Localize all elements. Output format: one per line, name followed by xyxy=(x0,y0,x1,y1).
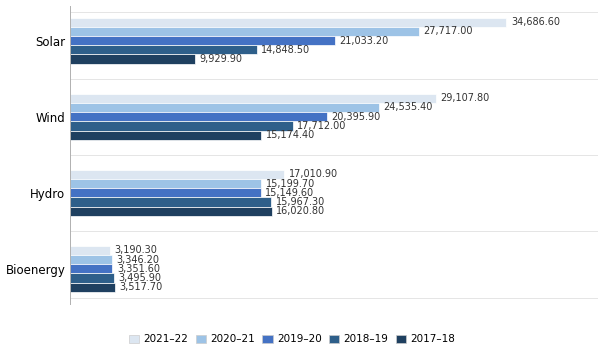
Bar xyxy=(70,36,335,45)
Bar xyxy=(70,131,261,140)
Text: 14,848.50: 14,848.50 xyxy=(262,45,310,55)
Text: 3,190.30: 3,190.30 xyxy=(115,245,158,256)
Text: 15,149.60: 15,149.60 xyxy=(265,188,314,198)
Text: 29,107.80: 29,107.80 xyxy=(441,93,490,103)
Bar xyxy=(70,112,327,121)
Bar xyxy=(70,283,115,292)
Legend: 2021–22, 2020–21, 2019–20, 2018–19, 2017–18: 2021–22, 2020–21, 2019–20, 2018–19, 2017… xyxy=(125,330,460,348)
Text: 15,174.40: 15,174.40 xyxy=(266,130,315,140)
Bar xyxy=(70,188,261,197)
Bar xyxy=(70,207,272,216)
Text: 9,929.90: 9,929.90 xyxy=(199,54,243,64)
Bar xyxy=(70,103,379,112)
Text: 20,395.90: 20,395.90 xyxy=(331,112,381,122)
Text: 15,967.30: 15,967.30 xyxy=(275,197,325,207)
Bar xyxy=(70,197,271,207)
Text: 16,020.80: 16,020.80 xyxy=(276,206,326,216)
Text: 17,712.00: 17,712.00 xyxy=(297,121,347,131)
Bar xyxy=(70,179,262,188)
Bar xyxy=(70,45,257,55)
Text: 3,346.20: 3,346.20 xyxy=(117,255,160,265)
Bar xyxy=(70,274,114,283)
Bar xyxy=(70,27,419,36)
Bar xyxy=(70,246,111,255)
Text: 34,686.60: 34,686.60 xyxy=(511,17,560,27)
Text: 3,517.70: 3,517.70 xyxy=(119,282,162,292)
Bar xyxy=(70,170,284,179)
Text: 3,351.60: 3,351.60 xyxy=(117,264,160,274)
Bar xyxy=(70,264,112,274)
Bar xyxy=(70,94,436,103)
Bar xyxy=(70,255,112,264)
Bar xyxy=(70,18,507,27)
Text: 24,535.40: 24,535.40 xyxy=(383,102,432,113)
Bar xyxy=(70,121,293,131)
Text: 17,010.90: 17,010.90 xyxy=(289,169,338,180)
Text: 27,717.00: 27,717.00 xyxy=(423,26,473,36)
Bar xyxy=(70,55,195,64)
Text: 21,033.20: 21,033.20 xyxy=(339,36,388,46)
Text: 15,199.70: 15,199.70 xyxy=(266,178,315,189)
Text: 3,495.90: 3,495.90 xyxy=(118,273,162,283)
